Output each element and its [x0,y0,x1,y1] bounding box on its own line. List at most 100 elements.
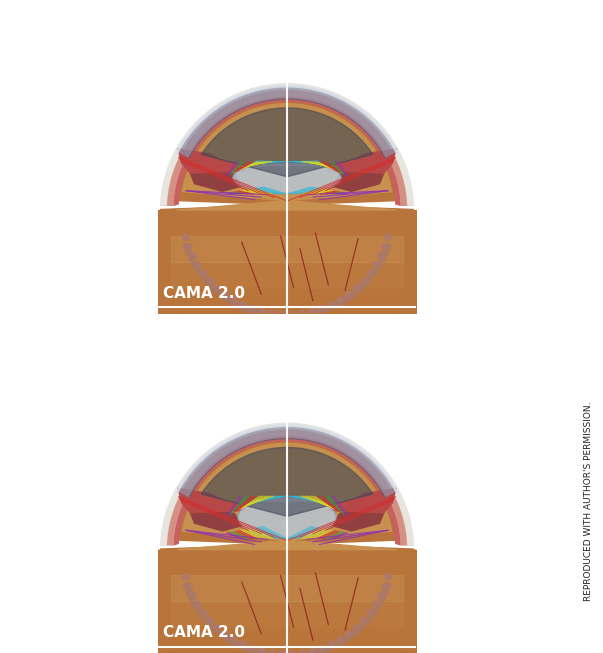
Circle shape [183,584,189,589]
Circle shape [236,303,241,308]
Circle shape [186,590,192,596]
Circle shape [207,618,213,624]
Circle shape [333,643,338,648]
Circle shape [360,283,365,289]
Circle shape [344,296,350,302]
Circle shape [367,610,374,616]
Circle shape [274,314,280,320]
Circle shape [200,270,207,277]
Circle shape [369,273,374,279]
Circle shape [364,278,370,284]
Circle shape [373,607,378,613]
Polygon shape [167,430,407,546]
Circle shape [339,300,344,306]
Circle shape [373,268,378,274]
Polygon shape [184,498,242,532]
Polygon shape [332,498,390,532]
Circle shape [376,601,382,607]
Polygon shape [252,164,322,166]
Circle shape [379,596,385,601]
Circle shape [361,618,367,624]
Circle shape [333,303,338,308]
Circle shape [219,292,224,298]
Circle shape [320,648,326,653]
Polygon shape [158,81,416,206]
Polygon shape [177,488,248,513]
Circle shape [222,631,229,637]
Circle shape [294,314,300,320]
Polygon shape [174,436,400,544]
Circle shape [289,311,295,318]
Circle shape [230,637,237,643]
Polygon shape [332,159,390,192]
Circle shape [327,645,332,651]
Circle shape [204,278,210,284]
Circle shape [385,234,391,240]
Circle shape [289,651,295,653]
Polygon shape [184,159,242,192]
Circle shape [379,256,385,262]
Circle shape [183,573,189,580]
Circle shape [367,270,374,277]
Polygon shape [201,108,373,177]
Circle shape [200,273,205,279]
Polygon shape [326,148,397,174]
Text: Normal Accommodation
(25 year old): Normal Accommodation (25 year old) [60,317,227,347]
Circle shape [346,291,352,298]
Circle shape [189,256,195,262]
Circle shape [279,311,285,318]
Circle shape [385,244,391,249]
Text: CAMA 2.0: CAMA 2.0 [163,285,245,300]
Circle shape [360,623,365,628]
Polygon shape [177,148,248,174]
Circle shape [230,639,235,645]
Polygon shape [145,102,429,313]
Polygon shape [177,86,397,158]
Circle shape [214,624,221,631]
Circle shape [239,641,246,648]
Polygon shape [238,497,336,538]
Circle shape [239,302,246,308]
Circle shape [249,306,256,312]
Circle shape [373,262,379,268]
Circle shape [213,628,219,633]
Circle shape [224,296,230,302]
Circle shape [361,278,367,285]
Circle shape [183,244,189,249]
Circle shape [314,650,320,653]
Circle shape [214,285,221,291]
Polygon shape [255,499,319,502]
Circle shape [200,613,205,618]
Circle shape [242,306,247,311]
Circle shape [268,310,275,317]
Circle shape [328,641,335,648]
Circle shape [192,601,198,607]
Circle shape [261,312,267,317]
Circle shape [236,643,241,648]
Circle shape [353,624,360,631]
Circle shape [339,639,344,645]
Polygon shape [174,436,400,546]
Polygon shape [167,90,407,206]
Circle shape [353,285,360,291]
Circle shape [309,648,315,653]
Polygon shape [326,488,397,513]
Polygon shape [233,163,341,193]
Circle shape [281,315,286,320]
Circle shape [382,250,388,256]
Circle shape [254,650,260,653]
Circle shape [385,573,391,580]
Polygon shape [177,443,397,550]
Circle shape [224,635,230,641]
Circle shape [213,288,219,293]
Circle shape [344,635,350,641]
Circle shape [309,308,315,315]
Polygon shape [174,97,400,204]
Polygon shape [201,447,373,517]
Circle shape [318,645,325,652]
Circle shape [308,652,313,653]
Circle shape [350,292,355,298]
Circle shape [219,631,224,637]
Circle shape [377,592,384,599]
Circle shape [254,310,260,316]
